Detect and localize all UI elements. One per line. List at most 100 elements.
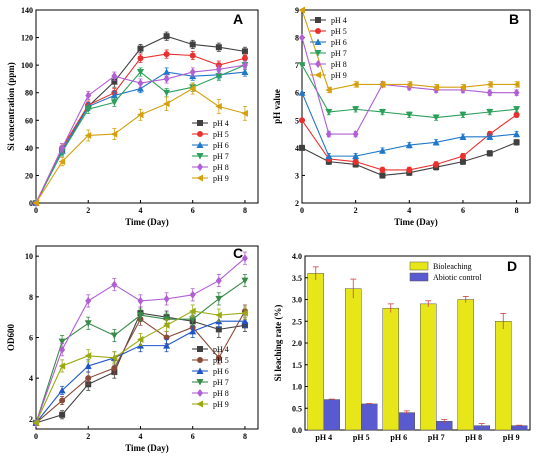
data-point bbox=[84, 352, 92, 360]
data-point bbox=[163, 342, 171, 349]
bar bbox=[382, 307, 399, 431]
legend-marker bbox=[196, 141, 204, 148]
x-tick-label: 8 bbox=[243, 432, 247, 441]
legend-marker bbox=[196, 379, 204, 386]
x-tick-label: 2 bbox=[86, 206, 90, 215]
legend-entry: pH 7 bbox=[213, 152, 229, 161]
data-point bbox=[379, 166, 386, 173]
data-point bbox=[59, 411, 66, 418]
plot-frame bbox=[35, 9, 259, 204]
legend-entry: pH 5 bbox=[331, 27, 347, 36]
data-point bbox=[189, 52, 196, 59]
data-point bbox=[163, 334, 170, 341]
x-tick-label: pH 8 bbox=[465, 433, 482, 442]
x-tick-label: pH 5 bbox=[353, 433, 370, 442]
data-point bbox=[110, 99, 118, 106]
data-point bbox=[405, 80, 413, 88]
legend-marker bbox=[314, 71, 321, 79]
x-tick-label: pH 6 bbox=[390, 433, 407, 442]
legend-marker bbox=[196, 174, 203, 182]
data-point bbox=[163, 51, 170, 58]
data-point bbox=[241, 317, 249, 325]
data-point bbox=[486, 109, 494, 116]
data-point bbox=[459, 158, 466, 165]
legend-entry: pH 9 bbox=[213, 400, 229, 409]
bar bbox=[307, 273, 324, 431]
x-tick-label: 4 bbox=[407, 206, 411, 215]
y-tick-label: 2 bbox=[295, 199, 299, 208]
y-tick-label: 100 bbox=[21, 61, 33, 70]
data-point bbox=[215, 276, 222, 285]
data-point bbox=[32, 199, 39, 207]
bar bbox=[398, 412, 415, 431]
data-point bbox=[84, 320, 92, 327]
data-point bbox=[215, 73, 223, 80]
data-point bbox=[513, 139, 520, 146]
data-point bbox=[215, 354, 222, 361]
series bbox=[298, 6, 520, 94]
data-point bbox=[137, 296, 144, 305]
data-point bbox=[163, 321, 170, 329]
data-point bbox=[486, 150, 493, 157]
data-point bbox=[241, 309, 248, 317]
data-point bbox=[110, 332, 118, 339]
data-point bbox=[241, 277, 249, 285]
panel-d: 0.0 0.5 1.0 1.5 2.0 2.5 3.0 3.5 4.0 pH 4 pH 5 pH 6 p… bbox=[273, 252, 531, 442]
data-point bbox=[189, 85, 196, 93]
data-point bbox=[136, 312, 144, 319]
series bbox=[299, 33, 520, 139]
legend-marker bbox=[197, 131, 203, 137]
data-point bbox=[59, 143, 66, 152]
bar bbox=[323, 399, 340, 431]
legend-marker bbox=[197, 346, 203, 352]
data-point bbox=[459, 111, 467, 119]
y-tick-label: 9 bbox=[295, 6, 299, 15]
data-point bbox=[163, 33, 170, 40]
data-point bbox=[32, 419, 39, 427]
data-point bbox=[486, 133, 494, 140]
legend: Bioleaching Abiotic control bbox=[409, 261, 482, 282]
data-point bbox=[241, 61, 248, 70]
data-point bbox=[111, 78, 118, 85]
data-point bbox=[241, 68, 249, 76]
data-point bbox=[137, 45, 144, 52]
y-tick-label: 2 bbox=[29, 415, 33, 424]
legend-entry: pH 8 bbox=[213, 389, 229, 398]
legend: pH 4 pH 5 pH 6 pH 7 pH 8 pH 9 bbox=[192, 345, 229, 409]
data-point bbox=[299, 117, 305, 124]
bar bbox=[457, 299, 474, 431]
x-tick-label: 0 bbox=[34, 432, 38, 441]
data-point bbox=[84, 131, 92, 139]
data-point bbox=[84, 106, 92, 113]
x-tick-label: 6 bbox=[191, 432, 195, 441]
data-point bbox=[406, 166, 413, 173]
data-point bbox=[486, 80, 493, 88]
y-tick-label: 0.0 bbox=[292, 426, 302, 435]
data-point bbox=[241, 109, 248, 117]
y-tick-label: 0 bbox=[29, 199, 33, 208]
data-point bbox=[58, 386, 66, 394]
panel-label: B bbox=[509, 11, 519, 27]
bar bbox=[495, 321, 512, 431]
data-point bbox=[378, 80, 386, 88]
x-tick-label: 2 bbox=[354, 206, 358, 215]
data-point bbox=[352, 130, 359, 139]
data-point bbox=[298, 89, 306, 96]
legend: pH 4 pH 5 pH 6 pH 7 pH 8 pH 9 bbox=[310, 16, 347, 80]
legend-entry: pH 6 bbox=[331, 38, 347, 47]
legend-entry: pH 6 bbox=[213, 367, 229, 376]
x-tick-label: 6 bbox=[191, 206, 195, 215]
y-tick-label: 8 bbox=[295, 34, 299, 43]
data-point bbox=[486, 88, 493, 97]
data-point bbox=[405, 111, 413, 119]
legend-entry: pH 5 bbox=[213, 356, 229, 365]
panel-label: D bbox=[507, 258, 517, 274]
data-point bbox=[215, 44, 222, 51]
data-point bbox=[110, 130, 118, 138]
legend-marker bbox=[315, 60, 321, 68]
data-point bbox=[352, 106, 360, 113]
y-axis-label: Si leaching rate (%) bbox=[273, 305, 283, 382]
